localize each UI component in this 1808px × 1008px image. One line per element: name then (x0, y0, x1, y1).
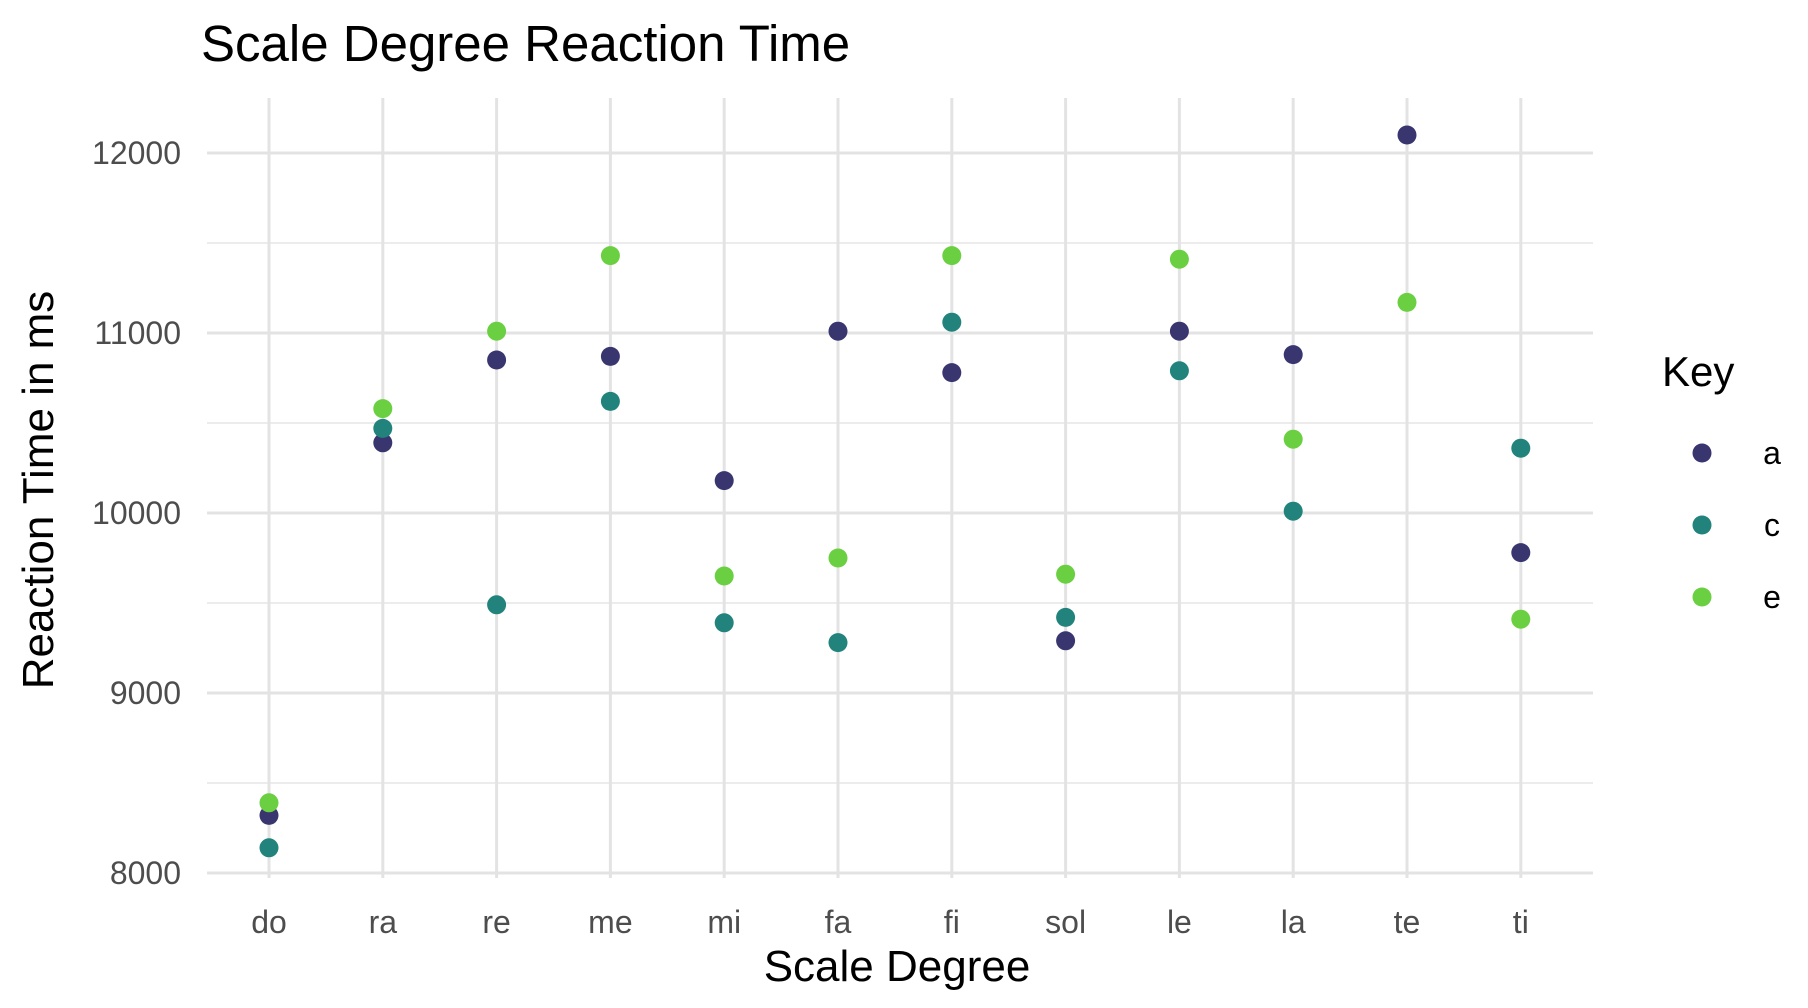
data-point-a (1169, 321, 1189, 341)
data-point-c (1511, 438, 1531, 458)
data-point-a (373, 433, 393, 453)
data-point-c (942, 312, 962, 332)
data-point-e (1283, 429, 1303, 449)
data-point-a (487, 350, 507, 370)
legend-title: Key (1662, 348, 1734, 395)
data-point-e (828, 548, 848, 568)
y-axis-ticks: 8000 9000 10000 11000 12000 (92, 135, 181, 891)
x-axis-title: Scale Degree (764, 942, 1031, 991)
x-tick-label: mi (707, 904, 741, 940)
legend-label: e (1763, 579, 1781, 615)
data-point-a (1283, 345, 1303, 365)
data-point-e (1169, 249, 1189, 269)
data-point-e (373, 399, 393, 419)
legend-key-c (1692, 515, 1712, 535)
data-point-e (714, 566, 734, 586)
data-point-c (373, 418, 393, 438)
data-point-e (600, 246, 620, 266)
y-tick-label: 8000 (110, 855, 181, 891)
plot-grid (207, 98, 1593, 878)
data-point-e (259, 793, 279, 813)
x-tick-label: me (588, 904, 632, 940)
y-tick-label: 11000 (94, 315, 181, 351)
legend-key-a (1692, 443, 1712, 463)
y-tick-label: 12000 (92, 135, 181, 171)
data-point-a (828, 321, 848, 341)
legend-label: c (1764, 507, 1780, 543)
data-point-a (1511, 543, 1531, 563)
data-point-c (1169, 361, 1189, 381)
y-tick-label: 10000 (92, 495, 181, 531)
data-point-a (714, 471, 734, 491)
x-axis-ticks: do ra re me mi fa fi sol le la te ti (251, 904, 1529, 940)
x-tick-label: ra (369, 904, 398, 940)
y-axis-title: Reaction Time in ms (14, 291, 63, 690)
chart-title: Scale Degree Reaction Time (201, 15, 850, 72)
legend: Key ace (1662, 348, 1781, 615)
data-point-e (942, 246, 962, 266)
data-point-e (487, 321, 507, 341)
x-tick-label: ti (1513, 904, 1529, 940)
x-tick-label: sol (1045, 904, 1086, 940)
x-tick-label: te (1394, 904, 1421, 940)
x-tick-label: le (1167, 904, 1192, 940)
data-point-c (828, 633, 848, 653)
data-point-c (1283, 501, 1303, 521)
data-point-a (1056, 631, 1076, 651)
data-point-c (487, 595, 507, 615)
data-point-c (600, 391, 620, 411)
data-point-c (1056, 607, 1076, 627)
x-tick-label: fa (825, 904, 852, 940)
data-point-a (1397, 125, 1417, 145)
legend-label: a (1763, 435, 1781, 471)
x-tick-label: la (1281, 904, 1306, 940)
x-tick-label: do (251, 904, 287, 940)
data-point-c (714, 613, 734, 633)
x-tick-label: fi (944, 904, 960, 940)
data-point-c (259, 838, 279, 858)
x-tick-label: re (482, 904, 510, 940)
data-point-e (1056, 564, 1076, 584)
y-tick-label: 9000 (110, 675, 181, 711)
data-point-e (1511, 609, 1531, 629)
data-point-e (1397, 292, 1417, 312)
legend-key-e (1692, 587, 1712, 607)
data-point-a (942, 363, 962, 383)
data-point-a (600, 346, 620, 366)
data-points (259, 125, 1531, 858)
